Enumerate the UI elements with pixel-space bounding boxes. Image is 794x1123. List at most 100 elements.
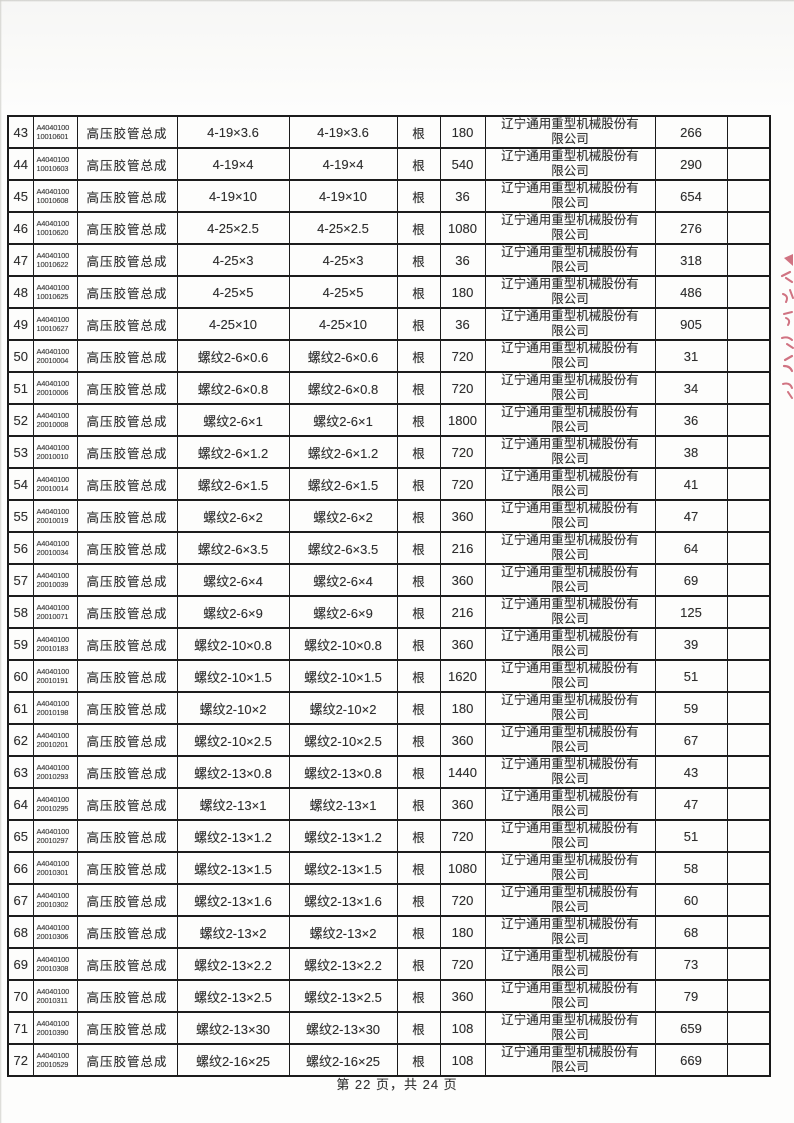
cell-price: 51 bbox=[654, 659, 728, 693]
cell-spec-1: 4-19×4 bbox=[176, 147, 290, 181]
cell-part-name: 高压胶管总成 bbox=[76, 307, 178, 341]
cell-quantity: 360 bbox=[439, 627, 486, 661]
cell-seq: 46 bbox=[7, 211, 34, 245]
cell-quantity: 720 bbox=[439, 435, 486, 469]
cell-part-name: 高压胶管总成 bbox=[76, 499, 178, 533]
material-code-line1: A4040100 bbox=[36, 378, 70, 388]
cell-material-code: A4040100 20010311 bbox=[32, 979, 78, 1013]
cell-spec-2: 4-19×3.6 bbox=[288, 115, 398, 149]
cell-part-name: 高压胶管总成 bbox=[76, 147, 178, 181]
cell-spec-2: 螺纹2-13×1.5 bbox=[288, 851, 398, 885]
cell-unit: 根 bbox=[396, 307, 441, 341]
cell-quantity: 720 bbox=[439, 339, 486, 373]
cell-quantity: 1080 bbox=[439, 211, 486, 245]
cell-part-name: 高压胶管总成 bbox=[76, 339, 178, 373]
material-code-line1: A4040100 bbox=[36, 634, 70, 644]
material-code-line1: A4040100 bbox=[36, 218, 70, 228]
cell-seq: 68 bbox=[7, 915, 34, 949]
cell-blank bbox=[726, 819, 771, 853]
supplier-name: 辽宁通用重型机械股份有限公司 bbox=[501, 117, 639, 146]
cell-quantity: 360 bbox=[439, 723, 486, 757]
supplier-name: 辽宁通用重型机械股份有限公司 bbox=[501, 1013, 639, 1042]
cell-unit: 根 bbox=[396, 851, 441, 885]
material-code-line2: 10010603 bbox=[36, 164, 69, 173]
material-code-line1: A4040100 bbox=[36, 922, 70, 932]
cell-part-name: 高压胶管总成 bbox=[76, 787, 178, 821]
cell-unit: 根 bbox=[396, 499, 441, 533]
cell-supplier: 辽宁通用重型机械股份有限公司 bbox=[484, 787, 656, 821]
material-code-line2: 20010198 bbox=[36, 708, 69, 717]
cell-spec-1: 螺纹2-13×1 bbox=[176, 787, 290, 821]
cell-spec-2: 螺纹2-13×1.6 bbox=[288, 883, 398, 917]
cell-price: 68 bbox=[654, 915, 728, 949]
cell-spec-1: 螺纹2-10×1.5 bbox=[176, 659, 290, 693]
material-code-line1: A4040100 bbox=[36, 794, 70, 804]
material-code-line1: A4040100 bbox=[36, 986, 70, 996]
cell-material-code: A4040100 20010183 bbox=[32, 627, 78, 661]
table-row: 55 A4040100 20010019 高压胶管总成 螺纹2-6×2 螺纹2-6×2 根 3… bbox=[7, 499, 771, 533]
table-row: 65 A4040100 20010297 高压胶管总成 螺纹2-13×1.2 螺纹2-13… bbox=[7, 819, 771, 853]
cell-blank bbox=[726, 723, 771, 757]
cell-spec-2: 螺纹2-13×30 bbox=[288, 1011, 398, 1045]
cell-supplier: 辽宁通用重型机械股份有限公司 bbox=[484, 659, 656, 693]
cell-spec-2: 螺纹2-6×2 bbox=[288, 499, 398, 533]
cell-blank bbox=[726, 403, 771, 437]
material-code-line1: A4040100 bbox=[36, 474, 70, 484]
cell-part-name: 高压胶管总成 bbox=[76, 243, 178, 277]
cell-blank bbox=[726, 947, 771, 981]
material-code-line2: 10010601 bbox=[36, 132, 69, 141]
material-code-line1: A4040100 bbox=[36, 890, 70, 900]
cell-supplier: 辽宁通用重型机械股份有限公司 bbox=[484, 115, 656, 149]
cell-blank bbox=[726, 211, 771, 245]
cell-quantity: 720 bbox=[439, 371, 486, 405]
material-code-line2: 20010297 bbox=[36, 836, 69, 845]
cell-unit: 根 bbox=[396, 531, 441, 565]
supplier-name: 辽宁通用重型机械股份有限公司 bbox=[501, 213, 639, 242]
cell-part-name: 高压胶管总成 bbox=[76, 851, 178, 885]
cell-supplier: 辽宁通用重型机械股份有限公司 bbox=[484, 275, 656, 309]
table-row: 46 A4040100 10010620 高压胶管总成 4-25×2.5 4-25×2.5… bbox=[7, 211, 771, 245]
cell-supplier: 辽宁通用重型机械股份有限公司 bbox=[484, 563, 656, 597]
cell-part-name: 高压胶管总成 bbox=[76, 595, 178, 629]
supplier-name: 辽宁通用重型机械股份有限公司 bbox=[501, 533, 639, 562]
table-row: 67 A4040100 20010302 高压胶管总成 螺纹2-13×1.6 螺纹2-13… bbox=[7, 883, 771, 917]
material-code-line1: A4040100 bbox=[36, 666, 70, 676]
cell-blank bbox=[726, 243, 771, 277]
cell-material-code: A4040100 20010302 bbox=[32, 883, 78, 917]
table-row: 54 A4040100 20010014 高压胶管总成 螺纹2-6×1.5 螺纹2-6×1… bbox=[7, 467, 771, 501]
material-code-line2: 20010004 bbox=[36, 356, 69, 365]
cell-quantity: 36 bbox=[439, 243, 486, 277]
cell-price: 51 bbox=[654, 819, 728, 853]
cell-seq: 60 bbox=[7, 659, 34, 693]
cell-unit: 根 bbox=[396, 179, 441, 213]
cell-spec-1: 螺纹2-10×2 bbox=[176, 691, 290, 725]
cell-blank bbox=[726, 787, 771, 821]
cell-unit: 根 bbox=[396, 339, 441, 373]
cell-unit: 根 bbox=[396, 403, 441, 437]
cell-spec-1: 4-19×10 bbox=[176, 179, 290, 213]
cell-spec-1: 4-25×10 bbox=[176, 307, 290, 341]
page-footer: 第 22 页，共 24 页 bbox=[336, 1077, 458, 1092]
cell-spec-2: 螺纹2-16×25 bbox=[288, 1043, 398, 1077]
supplier-name: 辽宁通用重型机械股份有限公司 bbox=[501, 245, 639, 274]
cell-spec-1: 4-25×2.5 bbox=[176, 211, 290, 245]
cell-supplier: 辽宁通用重型机械股份有限公司 bbox=[484, 851, 656, 885]
material-code-line2: 20010019 bbox=[36, 516, 69, 525]
cell-part-name: 高压胶管总成 bbox=[76, 755, 178, 789]
cell-quantity: 1620 bbox=[439, 659, 486, 693]
cell-material-code: A4040100 20010198 bbox=[32, 691, 78, 725]
cell-supplier: 辽宁通用重型机械股份有限公司 bbox=[484, 595, 656, 629]
material-code-line2: 20010295 bbox=[36, 804, 69, 813]
cell-price: 67 bbox=[654, 723, 728, 757]
cell-material-code: A4040100 20010293 bbox=[32, 755, 78, 789]
cell-seq: 69 bbox=[7, 947, 34, 981]
cell-spec-1: 螺纹2-6×1.2 bbox=[176, 435, 290, 469]
cell-spec-2: 螺纹2-13×1.2 bbox=[288, 819, 398, 853]
material-code-line1: A4040100 bbox=[36, 730, 70, 740]
supplier-name: 辽宁通用重型机械股份有限公司 bbox=[501, 341, 639, 370]
material-code-line2: 10010622 bbox=[36, 260, 69, 269]
cell-spec-2: 螺纹2-6×1.2 bbox=[288, 435, 398, 469]
cell-quantity: 108 bbox=[439, 1043, 486, 1077]
table-row: 57 A4040100 20010039 高压胶管总成 螺纹2-6×4 螺纹2-6×4 根 3… bbox=[7, 563, 771, 597]
